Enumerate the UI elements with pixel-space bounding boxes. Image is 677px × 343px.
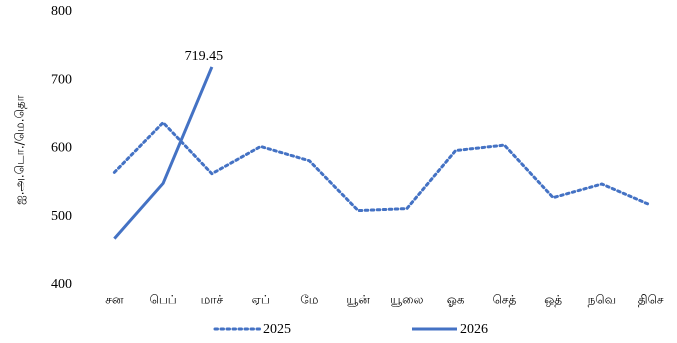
- series-line: [113, 66, 214, 240]
- x-tick-label: மே: [300, 293, 318, 307]
- y-tick-label: 400: [51, 277, 72, 292]
- data-label: 719.45: [185, 49, 224, 64]
- x-tick-label: ஓக: [447, 293, 465, 307]
- y-tick-label: 700: [51, 72, 72, 87]
- x-tick-label: பெப்: [150, 293, 177, 307]
- x-tick-label: மாச்: [201, 293, 224, 307]
- x-tick-label: செத்: [492, 293, 516, 307]
- x-tick-label: சன: [105, 293, 124, 307]
- x-tick-label: ஒத்: [544, 293, 562, 307]
- legend-label: 2026: [460, 322, 488, 337]
- x-tick-label: ஏப்: [251, 293, 269, 307]
- x-tick-label: நவெ: [588, 293, 617, 307]
- y-tick-label: 600: [51, 141, 72, 156]
- x-tick-label: யூலை: [390, 293, 423, 307]
- y-tick-label: 500: [51, 209, 72, 224]
- legend-label: 2025: [263, 322, 291, 337]
- series-line: [112, 121, 653, 213]
- y-axis-label: ஐ.அ.டொ./மெ.தொ: [13, 94, 27, 205]
- x-tick-label: திசெ: [638, 293, 664, 307]
- x-tick-label: யூன்: [346, 293, 370, 307]
- y-tick-label: 800: [51, 4, 72, 19]
